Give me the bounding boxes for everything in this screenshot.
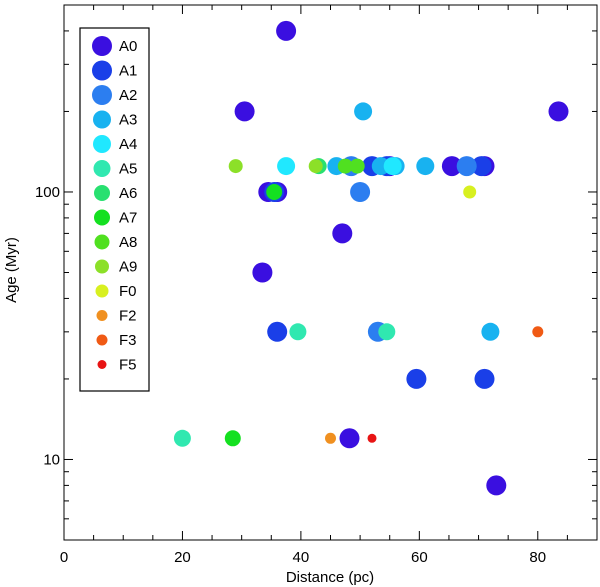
point-a4 [383,157,402,176]
y-axis-ticks: 10 100 [35,4,597,541]
point-a0 [234,101,255,122]
legend-marker-a3 [93,110,111,129]
point-a9 [308,159,323,174]
legend-label-a9: A9 [119,259,137,276]
point-a7 [224,430,241,447]
legend-label-f2: F2 [119,308,137,325]
point-f3 [532,326,544,338]
point-f0 [463,185,477,199]
x-axis-label: Distance (pc) [286,569,374,586]
legend-marker-f2 [96,310,108,321]
point-a8 [337,158,353,174]
point-a0 [486,475,507,496]
data-points [173,20,569,496]
point-a0 [339,428,360,449]
legend-label-a1: A1 [119,63,137,80]
x-tick-label: 40 [293,549,310,566]
x-tick-label: 80 [529,549,546,566]
x-axis-ticks: 0 20 40 60 80 [60,5,598,566]
point-a9 [228,159,243,174]
legend-label-f5: F5 [119,357,137,374]
legend-label-a6: A6 [119,185,137,202]
legend-marker-a4 [93,135,111,153]
legend-marker-f0 [95,284,109,298]
y-axis-label: Age (Myr) [3,237,20,303]
point-a2 [456,156,477,177]
point-a0 [441,156,462,177]
y-tick-label: 10 [43,451,60,468]
point-a7 [266,184,283,200]
legend-marker-a7 [94,209,110,226]
point-a2 [350,182,371,202]
point-a1 [471,156,492,177]
point-a0 [332,223,353,244]
point-a5 [378,323,396,341]
legend-marker-f5 [97,360,107,369]
point-f2 [325,432,336,444]
legend-box [79,27,150,392]
legend-label-f3: F3 [119,332,137,349]
point-a1 [474,368,495,389]
x-tick-label: 60 [411,549,428,566]
legend-label-f0: F0 [119,283,137,300]
point-a5 [289,323,307,341]
point-a8 [349,158,365,174]
point-a1 [406,368,427,389]
legend: A0 A1 A2 A3 A4 A5 A6 A7 A8 A9 F0 F2 F3 F5 [79,27,150,392]
point-f5 [367,433,377,443]
legend-marker-a0 [92,36,112,56]
legend-marker-a8 [94,234,110,250]
legend-marker-f3 [96,334,108,346]
legend-marker-a1 [92,60,112,81]
legend-label-a8: A8 [119,234,137,251]
point-a3 [416,157,435,176]
legend-label-a2: A2 [119,87,137,104]
x-tick-label: 20 [174,549,191,566]
point-a3 [481,322,500,341]
x-tick-label: 0 [60,549,68,566]
y-tick-label: 100 [35,184,60,201]
legend-marker-a9 [95,259,109,274]
legend-label-a7: A7 [119,210,137,227]
legend-marker-a5 [93,160,111,177]
legend-label-a4: A4 [119,136,137,153]
legend-marker-a2 [92,85,112,105]
point-a0 [548,101,569,122]
point-a1 [267,321,288,342]
point-a0 [252,262,273,283]
point-a3 [354,102,373,121]
point-a0 [276,20,297,41]
legend-label-a3: A3 [119,112,137,129]
legend-marker-a6 [94,185,110,201]
point-a4 [277,157,296,176]
point-a5 [173,429,191,447]
legend-label-a0: A0 [119,38,137,55]
legend-label-a5: A5 [119,161,137,178]
